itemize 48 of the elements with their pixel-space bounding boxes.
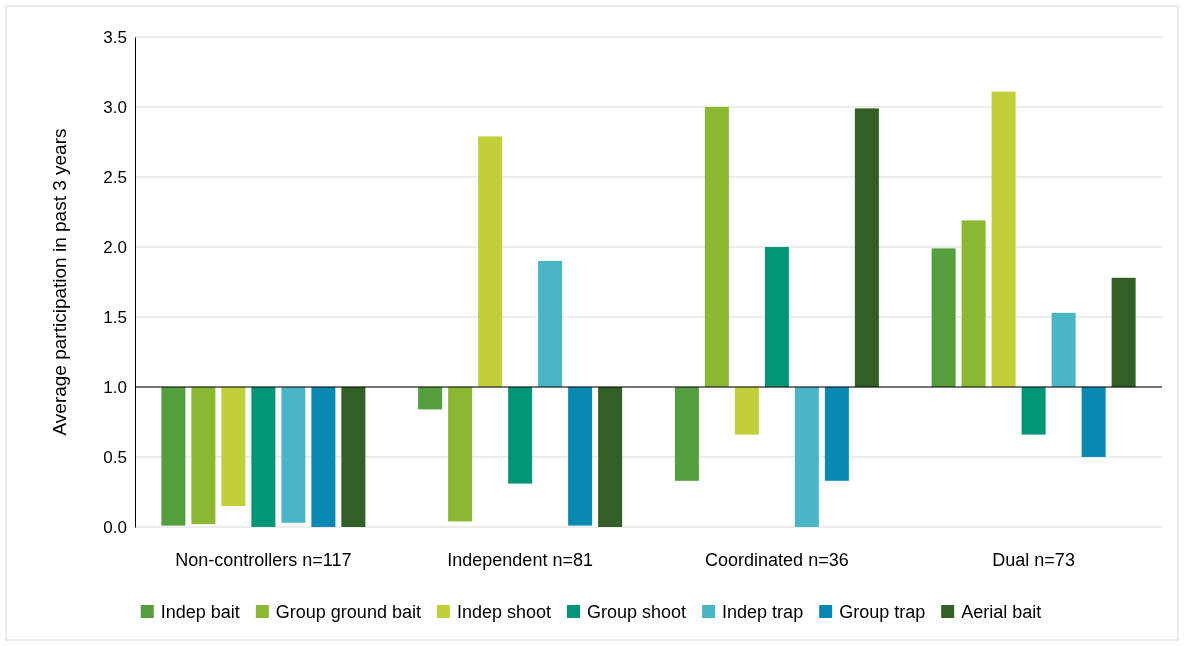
bar (1021, 387, 1046, 435)
y-tick-label: 2.5 (103, 167, 127, 187)
bar (1081, 387, 1106, 457)
bar (341, 387, 366, 527)
x-tick-label: Independent n=81 (447, 550, 593, 570)
y-tick-label: 0.5 (103, 447, 127, 467)
y-tick-label: 3.0 (103, 97, 127, 117)
bar (931, 248, 956, 387)
legend-label: Indep trap (722, 602, 804, 622)
bar (221, 387, 246, 506)
bar (764, 247, 789, 387)
y-tick-label: 3.5 (103, 27, 127, 47)
bar (538, 261, 563, 387)
bar (311, 387, 336, 527)
bar (191, 387, 216, 525)
y-tick-label: 2.0 (103, 237, 127, 257)
legend-label: Group shoot (587, 602, 687, 622)
y-tick-label: 0.0 (103, 517, 127, 537)
bar (854, 108, 879, 387)
bar (674, 387, 699, 481)
x-tick-label: Dual n=73 (992, 550, 1075, 570)
bar (281, 387, 306, 523)
bar (1051, 312, 1076, 387)
y-tick-label: 1.0 (103, 377, 127, 397)
bar (1111, 277, 1136, 387)
bar (448, 387, 473, 522)
bar (161, 387, 186, 526)
bar (961, 220, 986, 387)
bar (508, 387, 533, 484)
bar (478, 136, 503, 387)
bar (794, 387, 819, 527)
bar (598, 387, 623, 527)
bar (251, 387, 276, 527)
bar (991, 91, 1016, 387)
legend-label: Indep bait (160, 602, 240, 622)
legend-label: Group trap (839, 602, 926, 622)
legend-label: Aerial bait (961, 602, 1042, 622)
bar (704, 107, 729, 387)
x-tick-label: Non-controllers n=117 (175, 550, 352, 570)
x-tick-label: Coordinated n=36 (705, 550, 849, 570)
bar (734, 387, 759, 435)
y-axis-title: Average participation in past 3 years (49, 128, 70, 436)
bar (418, 387, 443, 410)
legend-label: Indep shoot (456, 602, 552, 622)
bar (824, 387, 849, 481)
legend-label: Group ground bait (275, 602, 421, 622)
bar (568, 387, 593, 526)
y-tick-label: 1.5 (103, 307, 127, 327)
